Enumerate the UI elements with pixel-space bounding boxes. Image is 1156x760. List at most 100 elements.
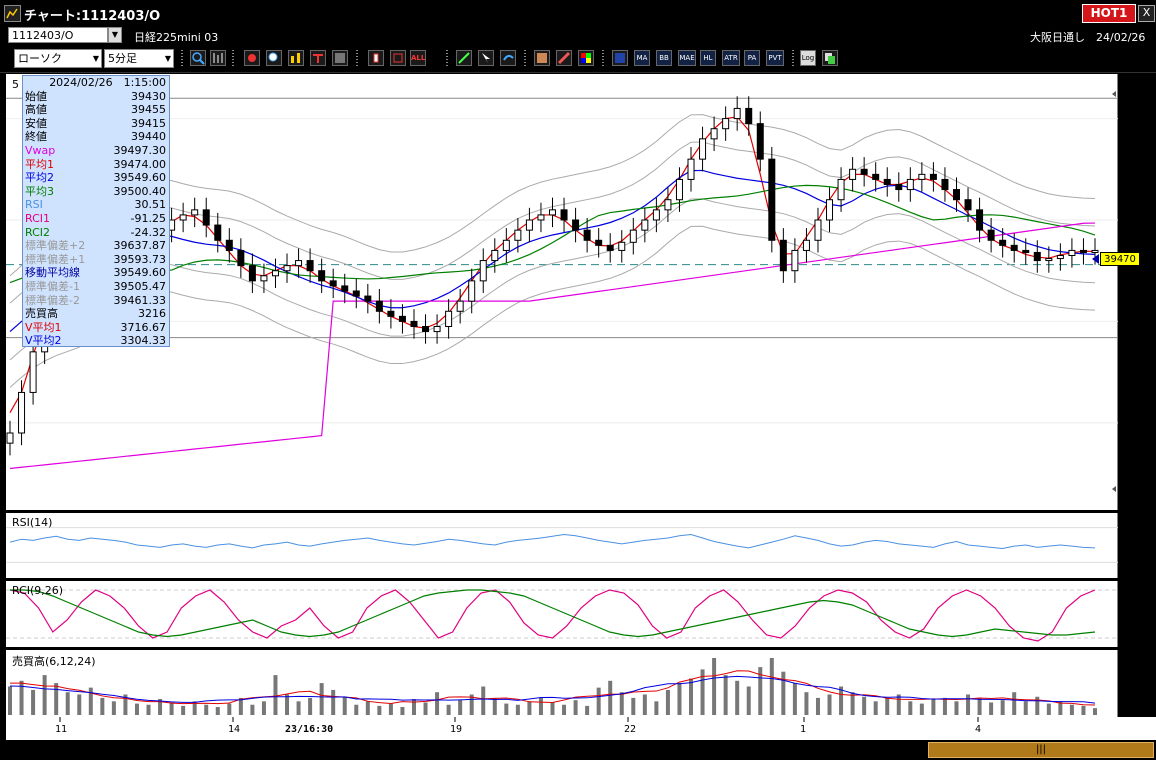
tool-icon[interactable] [556,50,572,66]
stamp-icon[interactable] [332,50,348,66]
hl-button[interactable]: HL [700,50,716,66]
volume-bar [504,703,509,715]
data-window-value: 39455 [131,103,166,117]
candle-body [318,270,326,282]
volume-bar [458,700,463,715]
symbol-input[interactable]: 1112403/O [8,27,108,43]
hot-button[interactable]: HOT1 [1082,4,1136,23]
data-window-key: 終値 [25,130,47,144]
volume-bar [319,683,324,715]
cursor-icon[interactable] [244,50,260,66]
data-window-value: 39500.40 [113,184,167,198]
volume-bar [435,692,440,715]
data-window-value: 39549.60 [113,171,167,185]
volume-bar [596,687,601,715]
volume-bar [54,683,59,715]
toolbar-separator [602,50,604,66]
data-window-key: 売買高 [25,307,58,321]
candle-body [1079,249,1087,253]
candle-body [999,239,1007,246]
indicator-icon[interactable] [612,50,628,66]
candle-body [445,310,453,328]
data-window-value: 39637.87 [113,239,167,253]
toolbar-separator [792,50,794,66]
volume-tick: 1000 [1122,698,1147,709]
candle-body [352,290,360,297]
rci-label: RCI(9,26) [12,584,64,597]
x-tick: 1 [800,724,807,735]
candle-body [468,280,476,302]
pattern-icon[interactable] [534,50,550,66]
data-window-value: 39497.30 [113,143,167,157]
x-tick: 14 [228,724,241,735]
candle-body [906,178,914,191]
horizontal-scrollbar[interactable] [0,740,1156,760]
pvt-button[interactable]: PVT [766,50,784,66]
data-window-row: 平均1 39474.00 [23,158,169,172]
x-tick: 19 [450,724,463,735]
chevron-down-icon: ▼ [92,54,99,63]
data-window-key: 高値 [25,103,47,117]
candle-body [895,184,903,191]
candle-body [641,219,649,231]
volume-bar [942,697,947,715]
ma-button[interactable]: MA [634,50,650,66]
data-window-row: 安値 39415 [23,117,169,131]
volume-bar [134,703,139,715]
candle-body [572,219,580,231]
data-window-value: 39549.60 [113,266,167,280]
arrow-icon[interactable] [478,50,494,66]
chevron-down-icon: ▼ [164,54,171,63]
magnifier-icon[interactable] [266,50,282,66]
color-icon[interactable] [578,50,594,66]
candle-body [502,239,510,251]
chart-area[interactable] [0,74,1156,740]
bars-icon[interactable] [210,50,226,66]
app-icon [4,5,21,22]
para-button[interactable]: PA RA [744,50,760,66]
scrollbar-thumb[interactable]: ||| [928,742,1154,758]
candle-body [248,265,256,282]
box-icon[interactable] [390,50,406,66]
candle-icon[interactable] [368,50,384,66]
mae-button[interactable]: MAE [678,50,696,66]
candle-body [941,178,949,191]
all-button[interactable]: ALL [410,50,426,66]
bb-button[interactable]: BB [656,50,672,66]
x-axis-panel [6,717,1156,740]
candle-body [6,432,14,444]
volume-bar [966,694,971,715]
candle-body [675,178,683,201]
rsi-panel [6,513,1118,578]
volume-bar [515,704,520,715]
chevron-down-icon[interactable]: ▼ [108,27,122,43]
log-button[interactable]: Log [800,50,816,66]
volume-bar [573,700,578,715]
candle-body [398,315,406,322]
volume-bar [677,683,682,715]
drop-icon[interactable] [310,50,326,66]
data-window-datetime: 2024/02/26 1:15:00 [49,76,166,89]
data-window-value: -24.32 [130,225,166,239]
rci1-line [9,589,1096,642]
candle-body [733,107,741,120]
candle-body [214,224,222,241]
chart-type-select[interactable]: ローソク ▼ [14,49,102,68]
volume-bar [954,701,959,715]
close-button[interactable]: X [1138,5,1155,22]
pen-icon[interactable] [456,50,472,66]
volume-bar [42,675,47,715]
interval-select[interactable]: 5分足 ▼ [104,49,174,68]
chart-icon[interactable] [288,50,304,66]
data-window-row: 平均3 39500.40 [23,185,169,199]
atr-button[interactable]: ATR [722,50,740,66]
candle-body [987,229,995,241]
zoom-icon[interactable] [190,50,206,66]
candle-body [745,107,753,125]
ma2-line [9,169,1096,333]
candle-body [1010,244,1018,251]
data-window-value: -91.25 [130,211,166,225]
volume-bar [931,699,936,715]
copy-icon[interactable] [822,50,838,66]
undo-icon[interactable] [500,50,516,66]
